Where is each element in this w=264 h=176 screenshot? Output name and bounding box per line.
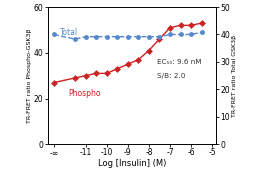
Text: Total: Total <box>60 28 78 37</box>
Y-axis label: TR-FRET ratio Phospho-GSK3β: TR-FRET ratio Phospho-GSK3β <box>27 29 32 123</box>
X-axis label: Log [Insulin] (M): Log [Insulin] (M) <box>98 159 166 168</box>
Y-axis label: TR-FRET ratio Total GSK3β: TR-FRET ratio Total GSK3β <box>232 35 237 117</box>
Text: Phospho: Phospho <box>69 89 101 99</box>
Text: S/B: 2.0: S/B: 2.0 <box>157 73 186 79</box>
Text: EC₅₀: 9.6 nM: EC₅₀: 9.6 nM <box>157 59 202 65</box>
